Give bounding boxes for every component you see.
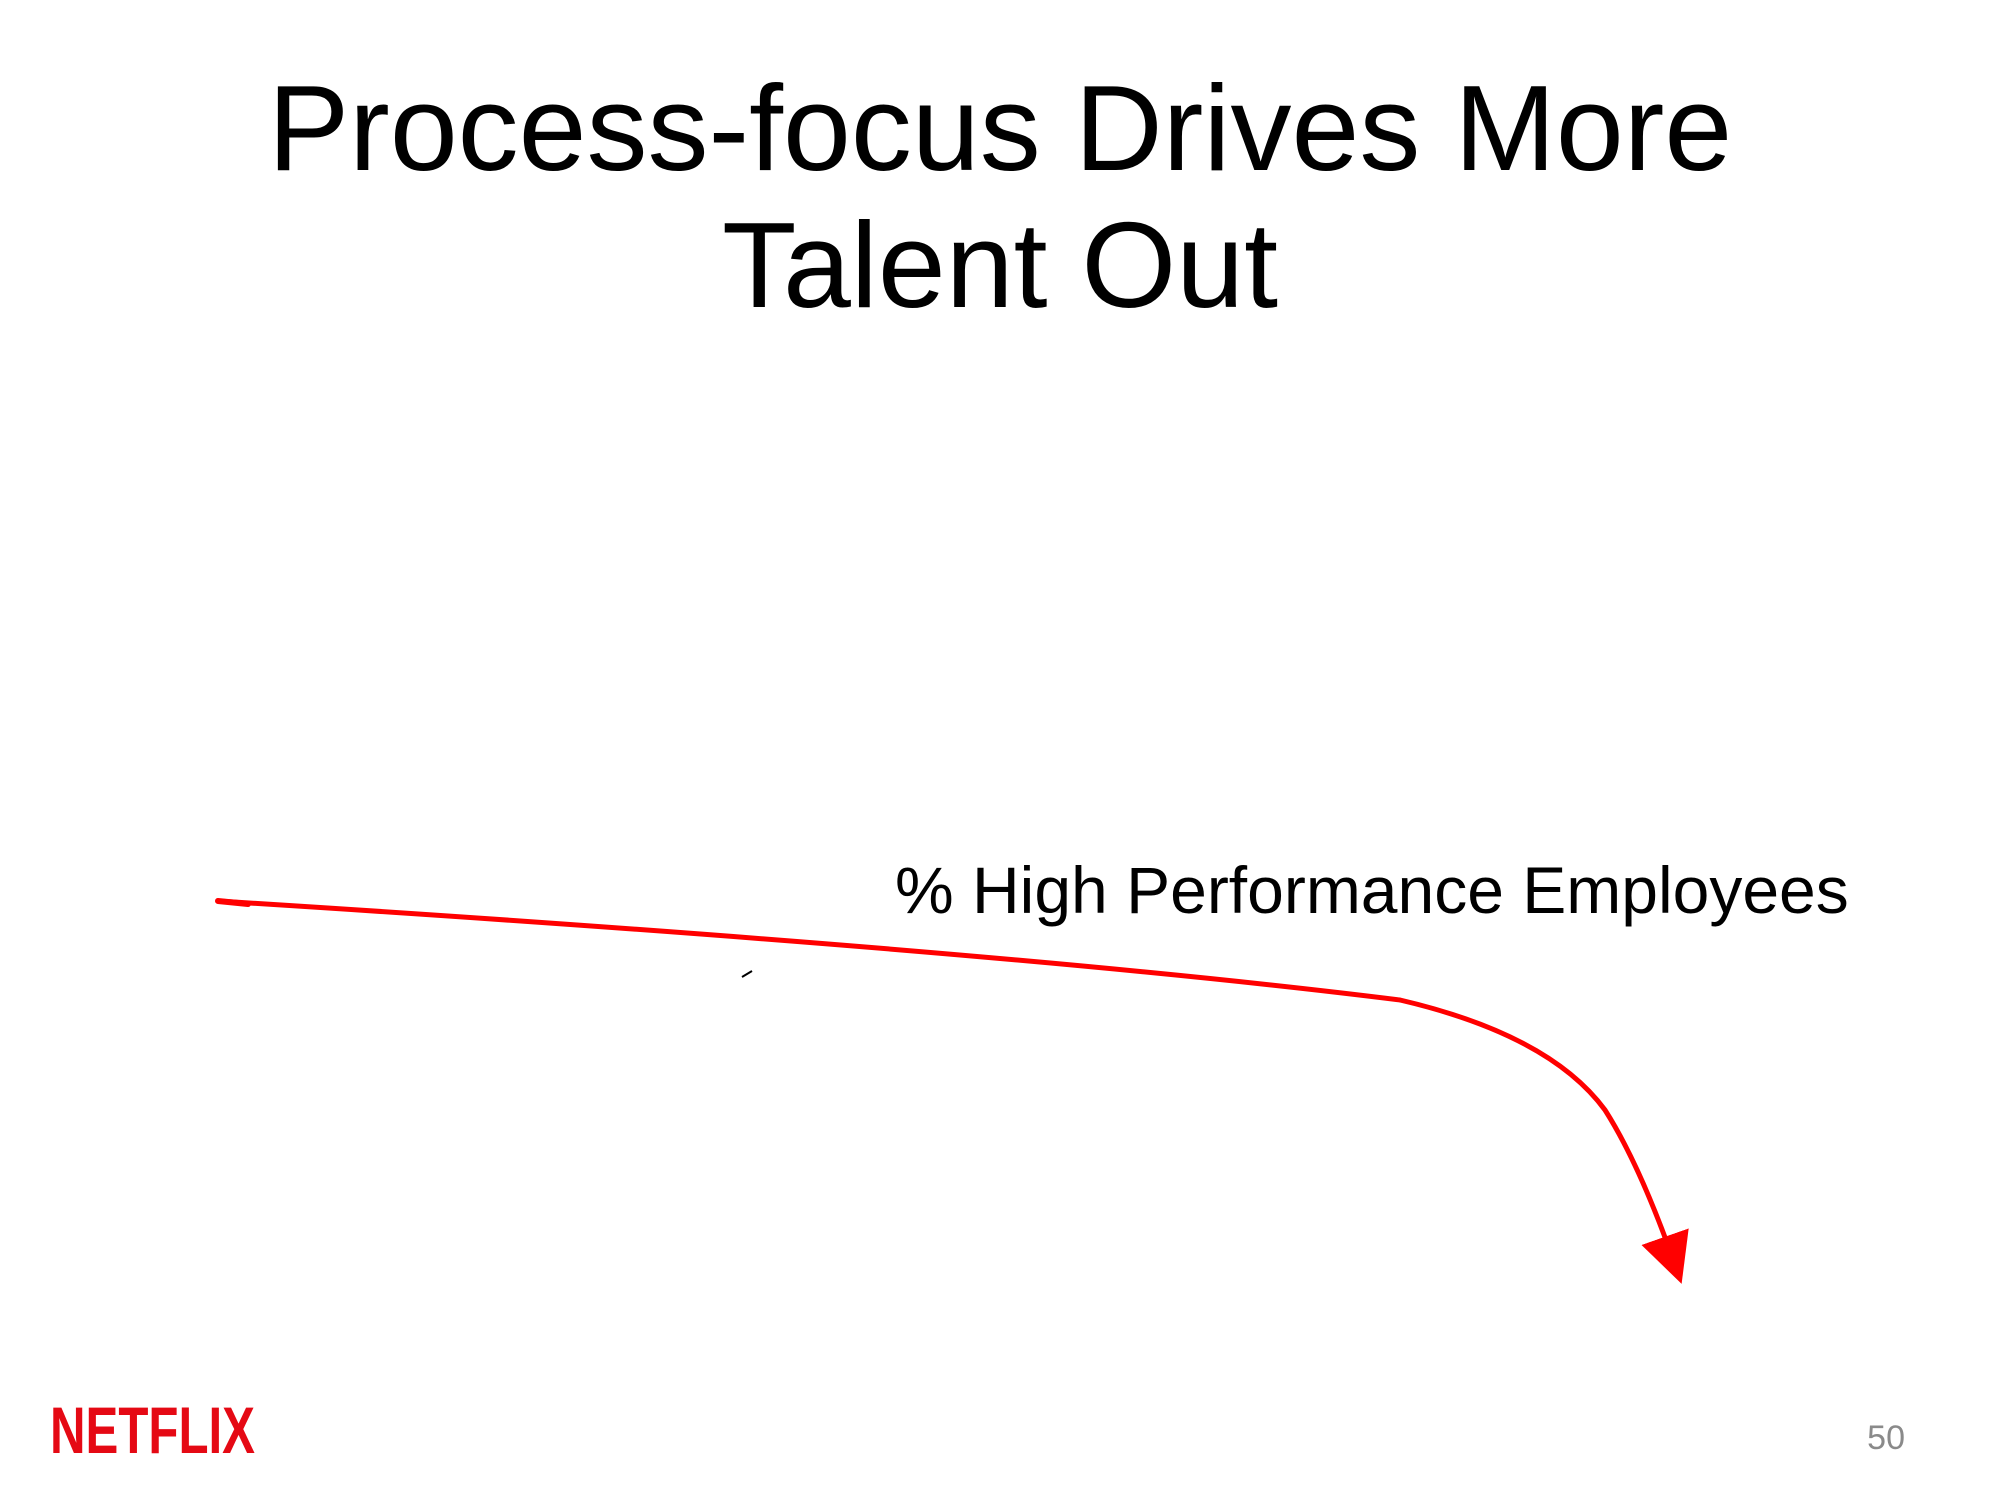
decline-curve-line bbox=[215, 898, 1689, 1284]
slide-title: Process-focus Drives More Talent Out bbox=[267, 60, 1733, 333]
page-number: 50 bbox=[1867, 1419, 1905, 1457]
start-tick-mark bbox=[215, 898, 251, 907]
curve-label: % High Performance Employees bbox=[895, 853, 1849, 927]
svg-text:NETFLIX: NETFLIX bbox=[50, 1393, 255, 1465]
netflix-logo: NETFLIX bbox=[50, 1393, 255, 1465]
stray-tick-mark bbox=[741, 970, 753, 978]
